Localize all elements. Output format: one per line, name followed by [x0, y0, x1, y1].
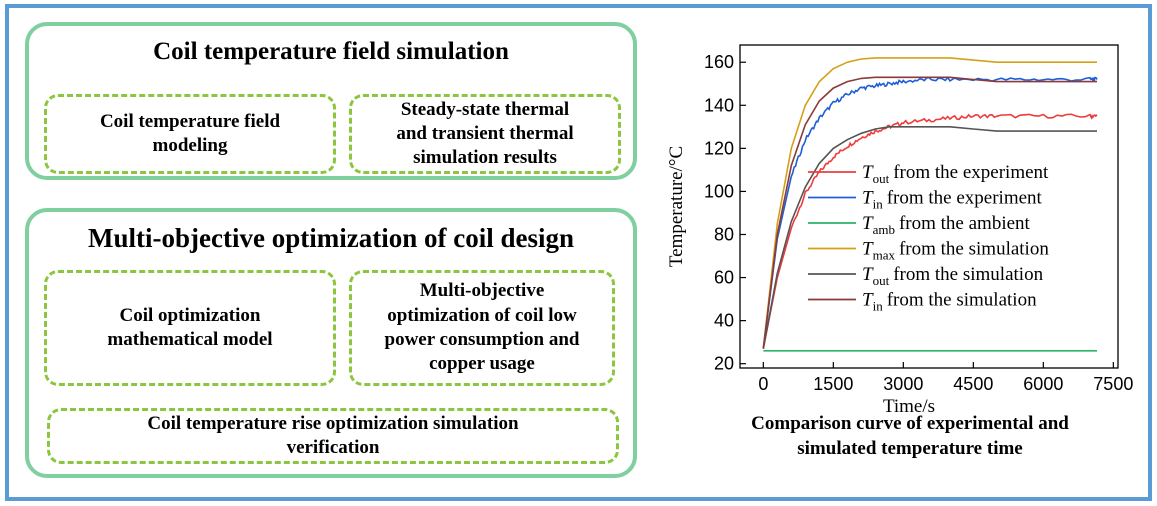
- x-axis-title: Time/s: [883, 396, 935, 415]
- y-tick-label: 160: [704, 52, 734, 72]
- chart-caption: Comparison curve of experimental and sim…: [751, 413, 1069, 459]
- legend-entry: Tamb from the ambient: [862, 213, 1031, 237]
- temperature-rise-verification-box: Coil temperature rise optimization simul…: [47, 408, 619, 464]
- y-tick-label: 60: [714, 268, 734, 288]
- plot-frame: [739, 44, 1119, 369]
- legend-entry: Tin from the simulation: [862, 290, 1037, 314]
- x-tick-label: 6000: [1023, 374, 1063, 394]
- section-multi-objective-optimization: Multi-objective optimization of coil des…: [25, 208, 637, 478]
- x-tick-label: 4500: [953, 374, 993, 394]
- series-line-T-max-3: [762, 57, 1097, 349]
- legend-entry: Tout from the simulation: [862, 264, 1044, 288]
- x-tick-label: 7500: [1093, 374, 1133, 394]
- x-tick-label: 0: [758, 374, 768, 394]
- y-tick-label: 20: [714, 354, 734, 374]
- x-tick-label: 3000: [883, 374, 923, 394]
- coil-temperature-field-modeling-box: Coil temperature field modeling: [44, 94, 336, 174]
- series-line-T-out-0: [762, 113, 1098, 349]
- section-title: Multi-objective optimization of coil des…: [88, 223, 574, 253]
- y-tick-label: 100: [704, 181, 734, 201]
- series-line-T-in-1: [762, 76, 1098, 349]
- legend-entry: Tout from the experiment: [862, 162, 1049, 186]
- thermal-simulation-results-box: Steady-state thermal and transient therm…: [349, 94, 621, 174]
- coil-optimization-model-box: Coil optimization mathematical model: [44, 270, 336, 386]
- y-axis-title: Temperature/°C: [666, 146, 687, 267]
- series-line-T-in-5: [762, 76, 1097, 349]
- legend-entry: Tmax from the simulation: [862, 239, 1049, 263]
- y-tick-label: 120: [704, 138, 734, 158]
- x-tick-label: 1500: [813, 374, 853, 394]
- section-coil-temperature-field-simulation: Coil temperature field simulation Coil t…: [25, 22, 637, 180]
- outer-frame: [5, 4, 1152, 501]
- section-title: Coil temperature field simulation: [153, 38, 509, 65]
- y-tick-label: 80: [714, 224, 734, 244]
- y-tick-label: 140: [704, 95, 734, 115]
- y-tick-label: 40: [714, 311, 734, 331]
- legend-entry: Tin from the experiment: [862, 188, 1043, 212]
- series-line-T-out-4: [762, 126, 1097, 349]
- low-power-copper-optimization-box: Multi-objective optimization of coil low…: [349, 270, 615, 386]
- temperature-comparison-chart: 20 40 60 80 100 120 140 160 0 1500 3000 4500 6000 750…: [666, 44, 1133, 415]
